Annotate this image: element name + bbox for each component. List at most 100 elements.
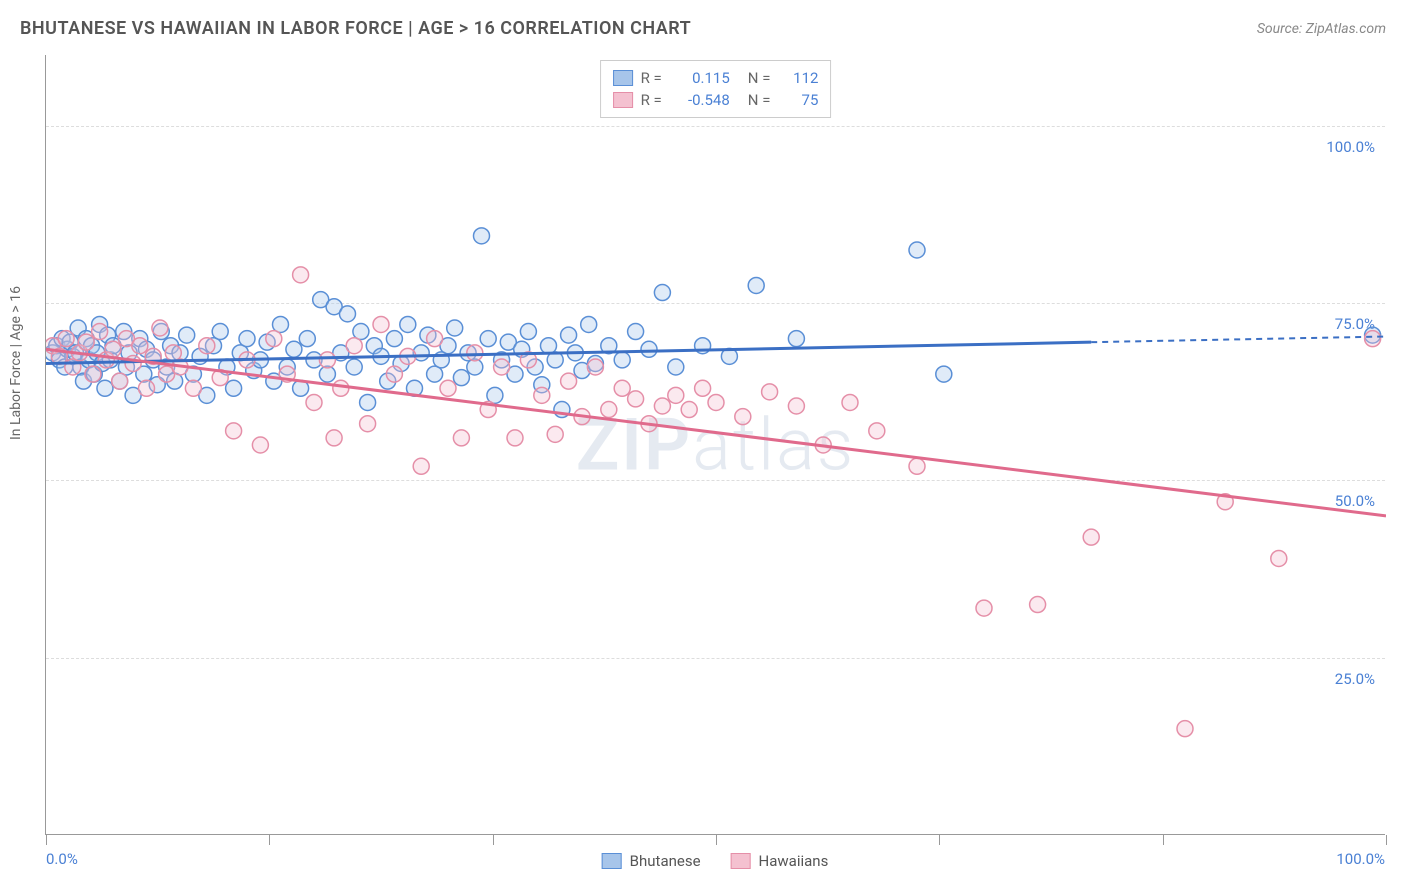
- scatter-point: [226, 423, 242, 439]
- scatter-point: [561, 373, 577, 389]
- scatter-point: [386, 331, 402, 347]
- scatter-point: [614, 352, 630, 368]
- scatter-point: [520, 324, 536, 340]
- x-tick-mark: [46, 835, 47, 845]
- scatter-point: [360, 416, 376, 432]
- scatter-point: [440, 380, 456, 396]
- x-tick-mark: [493, 835, 494, 845]
- scatter-point: [453, 430, 469, 446]
- scatter-point: [286, 341, 302, 357]
- scatter-point: [467, 345, 483, 361]
- scatter-point: [748, 277, 764, 293]
- scatter-point: [239, 331, 255, 347]
- scatter-point: [628, 324, 644, 340]
- legend-correlation-row: R =0.115N =112: [613, 67, 819, 89]
- scatter-point: [842, 394, 858, 410]
- scatter-point: [199, 338, 215, 354]
- scatter-point: [212, 324, 228, 340]
- scatter-point: [1030, 597, 1046, 613]
- scatter-point: [601, 402, 617, 418]
- scatter-point: [587, 359, 603, 375]
- scatter-point: [92, 324, 108, 340]
- trend-line: [46, 349, 1386, 516]
- scatter-point: [909, 242, 925, 258]
- scatter-point: [333, 380, 349, 396]
- scatter-point: [447, 320, 463, 336]
- scatter-point: [581, 316, 597, 332]
- scatter-point: [1177, 721, 1193, 737]
- scatter-point: [132, 338, 148, 354]
- r-label: R =: [641, 91, 662, 109]
- legend-swatch: [613, 92, 633, 108]
- scatter-point: [340, 306, 356, 322]
- scatter-point: [319, 352, 335, 368]
- source-label: Source: ZipAtlas.com: [1257, 21, 1386, 37]
- scatter-point: [58, 331, 74, 347]
- n-value: 112: [778, 69, 818, 87]
- scatter-point: [561, 327, 577, 343]
- x-tick-label-max: 100.0%: [1336, 850, 1385, 868]
- scatter-point: [507, 430, 523, 446]
- trend-line-dashed: [1091, 337, 1386, 343]
- scatter-point: [112, 373, 128, 389]
- scatter-point: [936, 366, 952, 382]
- scatter-point: [628, 391, 644, 407]
- x-tick-label-min: 0.0%: [46, 850, 78, 868]
- x-tick-mark: [1163, 835, 1164, 845]
- scatter-point: [453, 370, 469, 386]
- scatter-point: [668, 387, 684, 403]
- scatter-point: [762, 384, 778, 400]
- scatter-point: [681, 402, 697, 418]
- x-tick-mark: [716, 835, 717, 845]
- scatter-point: [641, 341, 657, 357]
- x-tick-mark: [939, 835, 940, 845]
- scatter-point: [427, 331, 443, 347]
- scatter-point: [226, 380, 242, 396]
- scatter-point: [869, 423, 885, 439]
- legend-series-item: Hawaiians: [731, 852, 829, 870]
- legend-series-item: Bhutanese: [602, 852, 701, 870]
- scatter-point: [976, 600, 992, 616]
- chart-title: BHUTANESE VS HAWAIIAN IN LABOR FORCE | A…: [20, 18, 691, 39]
- scatter-point: [668, 359, 684, 375]
- x-tick-mark: [269, 835, 270, 845]
- legend-correlation: R =0.115N =112R =-0.548N =75: [600, 60, 832, 118]
- scatter-point: [735, 409, 751, 425]
- scatter-point: [474, 228, 490, 244]
- legend-series-label: Hawaiians: [759, 852, 829, 870]
- scatter-point: [480, 331, 496, 347]
- scatter-point: [78, 334, 94, 350]
- scatter-point: [534, 387, 550, 403]
- scatter-point: [125, 355, 141, 371]
- scatter-point: [1271, 550, 1287, 566]
- scatter-point: [1083, 529, 1099, 545]
- n-value: 75: [778, 91, 818, 109]
- scatter-point: [909, 458, 925, 474]
- scatter-point: [614, 380, 630, 396]
- scatter-point: [266, 331, 282, 347]
- scatter-point: [386, 366, 402, 382]
- scatter-point: [179, 327, 195, 343]
- legend-series: Bhutanese Hawaiians: [602, 852, 829, 870]
- plot-svg: [46, 55, 1386, 835]
- n-label: N =: [748, 91, 771, 109]
- scatter-point: [695, 380, 711, 396]
- scatter-point: [152, 320, 168, 336]
- scatter-point: [788, 331, 804, 347]
- chart-container: ZIPatlas R =0.115N =112R =-0.548N =75 25…: [45, 55, 1385, 835]
- scatter-point: [400, 316, 416, 332]
- r-value: 0.115: [670, 69, 730, 87]
- scatter-point: [85, 366, 101, 382]
- scatter-point: [494, 359, 510, 375]
- legend-swatch: [613, 70, 633, 86]
- n-label: N =: [748, 69, 771, 87]
- scatter-point: [346, 338, 362, 354]
- scatter-point: [252, 437, 268, 453]
- scatter-point: [413, 458, 429, 474]
- scatter-point: [293, 267, 309, 283]
- scatter-point: [360, 394, 376, 410]
- r-value: -0.548: [670, 91, 730, 109]
- legend-swatch: [602, 853, 622, 869]
- scatter-point: [139, 380, 155, 396]
- x-tick-mark: [1386, 835, 1387, 845]
